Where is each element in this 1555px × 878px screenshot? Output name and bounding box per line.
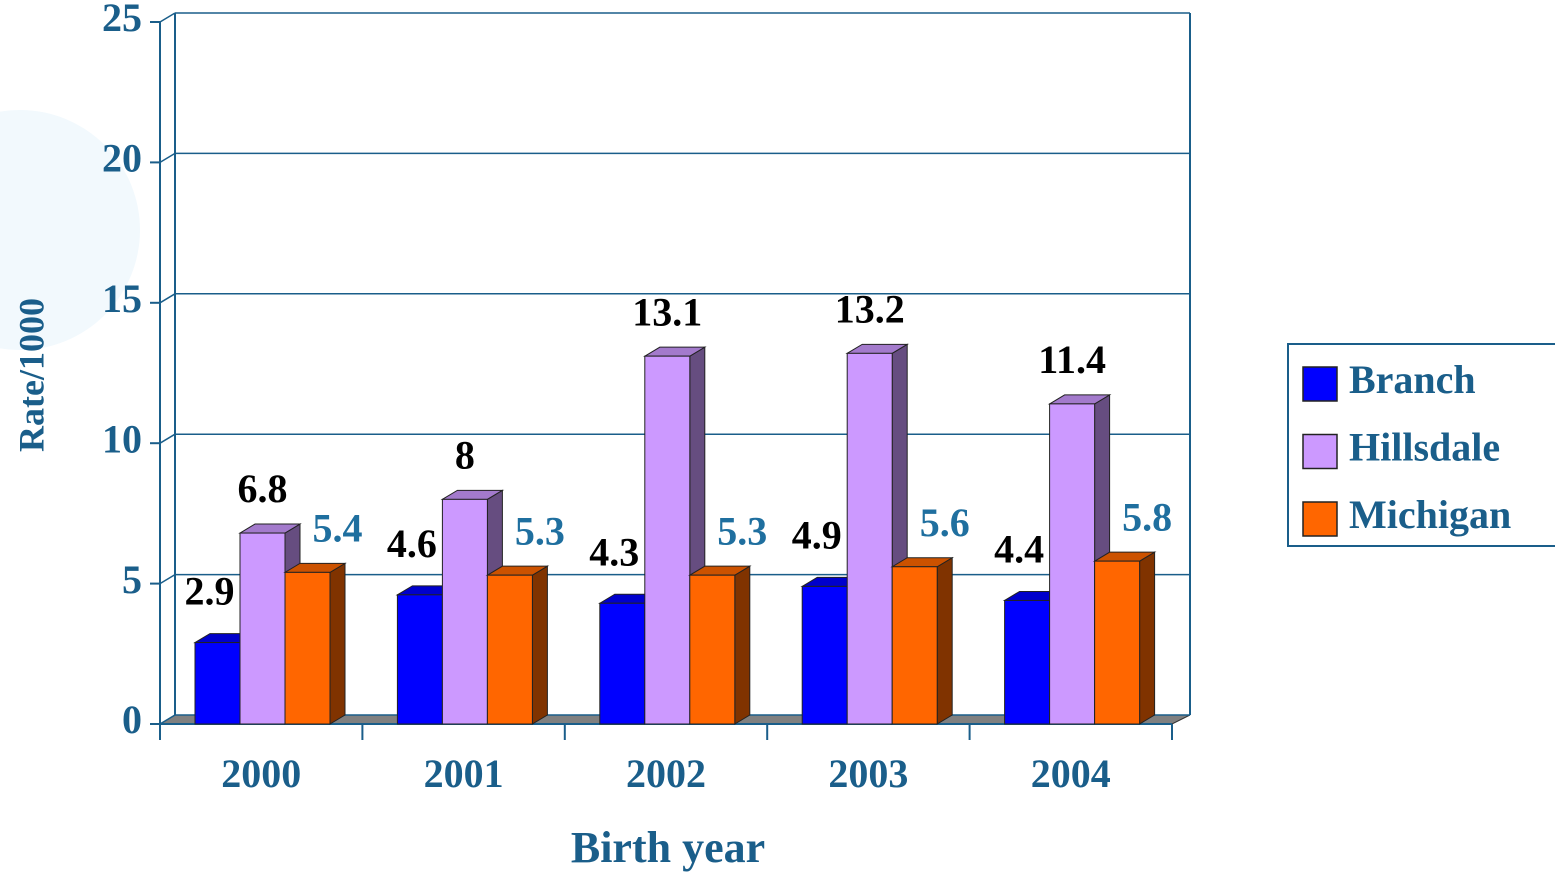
bar: [486, 574, 533, 725]
bar: [846, 352, 893, 725]
data-label: 4.3: [589, 529, 639, 574]
bar: [1049, 403, 1096, 725]
data-label: 5.3: [515, 508, 565, 553]
bar: [801, 585, 848, 725]
x-tick-label: 2004: [1031, 751, 1111, 796]
x-tick-label: 2001: [424, 751, 504, 796]
grid-line-side: [159, 152, 176, 164]
data-label: 6.8: [238, 466, 288, 511]
legend-label: Hillsdale: [1349, 425, 1500, 470]
bar-side: [329, 562, 346, 725]
data-label: 5.3: [717, 508, 767, 553]
legend-label: Branch: [1349, 357, 1476, 402]
data-label: 5.4: [313, 506, 363, 551]
bar: [396, 594, 443, 725]
data-label: 13.2: [835, 287, 905, 332]
bar-side: [734, 565, 751, 725]
y-tick-label: 25: [102, 0, 142, 40]
bar: [1004, 599, 1051, 725]
data-label: 5.6: [920, 500, 970, 545]
grid-line-side: [159, 433, 176, 444]
x-tick-label: 2003: [828, 751, 908, 796]
data-label: 11.4: [1038, 337, 1106, 382]
grid-line-side: [159, 573, 176, 585]
data-label: 5.8: [1122, 494, 1172, 539]
grid-line-side: [159, 714, 176, 725]
data-label: 2.9: [185, 569, 235, 614]
y-tick-label: 20: [102, 136, 142, 181]
bar: [284, 571, 331, 725]
bar-side: [936, 556, 953, 725]
bar-side: [1139, 551, 1156, 725]
x-axis-title: Birth year: [571, 823, 765, 872]
y-axis-title: Rate/1000: [11, 298, 51, 452]
bar: [689, 574, 736, 725]
y-tick-label: 0: [122, 697, 142, 742]
grid-line-side: [159, 293, 176, 304]
legend-swatch: [1302, 433, 1338, 470]
y-tick-label: 10: [102, 416, 142, 461]
bar: [194, 642, 241, 725]
bar: [239, 532, 286, 725]
data-label: 4.4: [994, 527, 1044, 572]
data-label: 4.6: [387, 521, 437, 566]
grid-line-side: [159, 12, 176, 23]
bar: [441, 498, 488, 725]
background-decoration: [0, 110, 140, 350]
data-label: 4.9: [792, 513, 842, 558]
data-label: 13.1: [632, 289, 702, 334]
bar: [599, 602, 646, 725]
x-tick-label: 2002: [626, 751, 706, 796]
bar: [644, 355, 691, 725]
bar-side: [531, 565, 548, 725]
y-tick-label: 5: [122, 557, 142, 602]
bar: [1094, 560, 1141, 725]
x-tick-label: 2000: [221, 751, 301, 796]
legend-swatch: [1302, 501, 1338, 537]
bar: [891, 566, 938, 725]
y-tick-label: 15: [102, 276, 142, 321]
legend-label: Michigan: [1349, 492, 1511, 537]
data-label: 8: [455, 433, 475, 478]
legend-swatch: [1302, 366, 1338, 402]
